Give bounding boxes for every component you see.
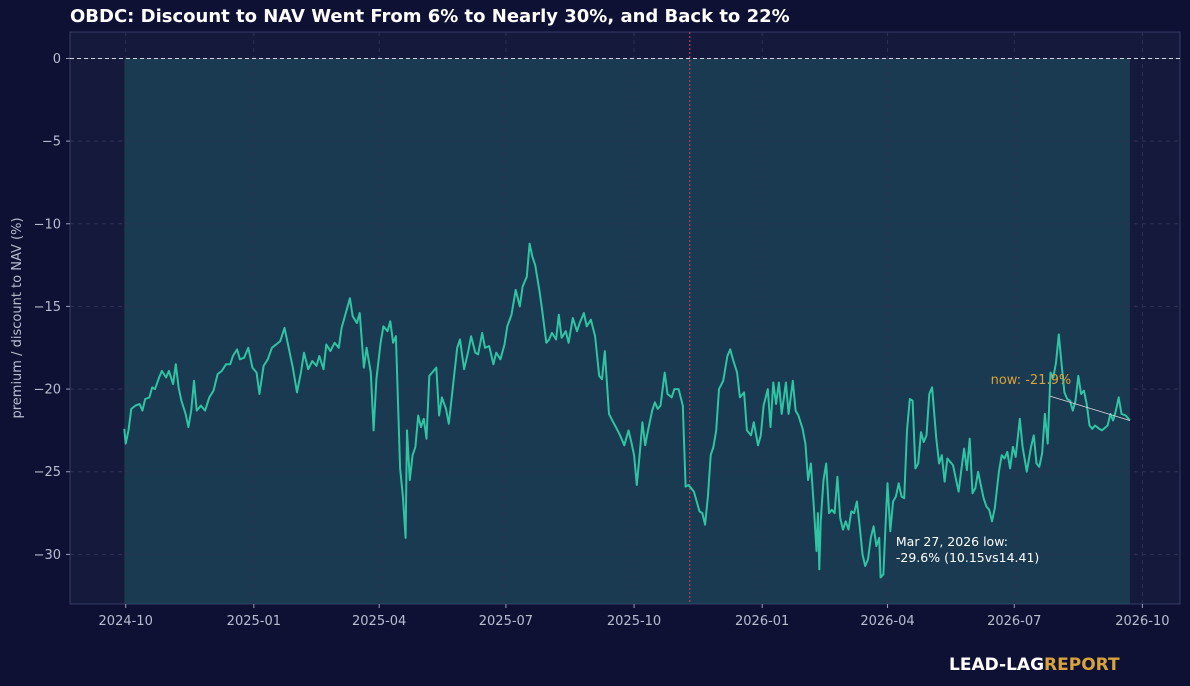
x-tick-label: 2024-10	[99, 614, 153, 629]
x-tick-label: 2026-04	[860, 614, 914, 629]
discount-series-line	[123, 242, 1131, 579]
y-tick-label: 0	[53, 52, 61, 67]
y-axis-label: premium / discount to NAV (%)	[10, 217, 25, 418]
now-annotation-arrow	[1049, 395, 1130, 421]
y-tick-label: −10	[34, 217, 61, 232]
x-tick-label: 2026-01	[735, 614, 789, 629]
y-tick-label: −5	[42, 135, 61, 150]
x-axis-ticks: 2024-10 2025-01 2025-04 2025-07 2025-10 2026-…	[99, 604, 1170, 629]
y-axis-ticks: 0 −5 −10 −15 −20 −25 −30	[34, 52, 70, 563]
y-tick-label: −20	[34, 383, 61, 398]
chart-title: OBDC: Discount to NAV Went From 6% to Ne…	[70, 6, 790, 27]
now-annotation: now: -21.9%	[991, 373, 1072, 388]
x-tick-label: 2025-04	[352, 614, 406, 629]
x-tick-label: 2026-07	[987, 614, 1041, 629]
x-tick-label: 2026-10	[1115, 614, 1169, 629]
brand-logo: LEAD-LAGREPORT	[949, 655, 1120, 675]
x-tick-label: 2025-01	[227, 614, 281, 629]
brand-part2: REPORT	[1044, 655, 1120, 675]
low-annotation-line1: Mar 27, 2026 low:	[896, 534, 1008, 549]
shaded-region	[124, 58, 1130, 604]
low-annotation-line2: -29.6% (10.15vs14.41)	[896, 550, 1039, 565]
x-tick-label: 2025-07	[479, 614, 533, 629]
y-tick-label: −30	[34, 548, 61, 563]
x-tick-label: 2025-10	[607, 614, 661, 629]
y-tick-label: −15	[34, 300, 61, 315]
y-tick-label: −25	[34, 465, 61, 480]
brand-part1: LEAD-LAG	[949, 655, 1045, 675]
